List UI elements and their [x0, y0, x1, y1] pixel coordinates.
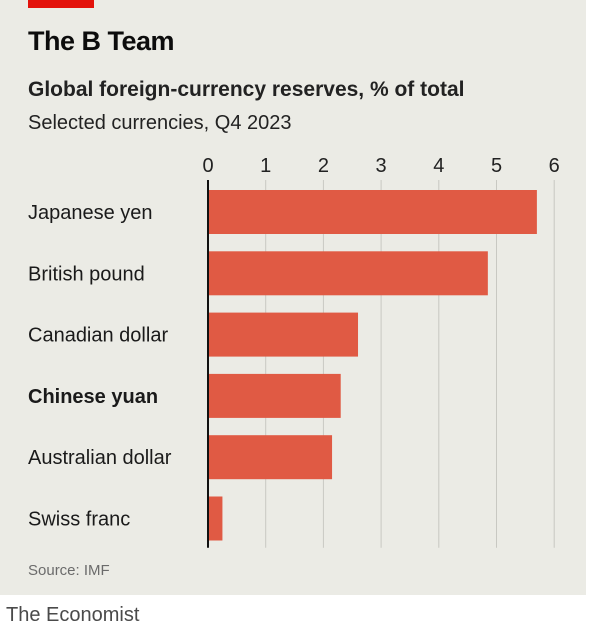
x-tick-label: 2	[318, 155, 329, 177]
x-tick-label: 6	[549, 155, 560, 177]
bar-chart-svg: 0 1 2 3 4 5 6 Japanese yen British pound Canadian…	[28, 155, 560, 548]
chart-panel: The B Team Global foreign-currency reser…	[0, 0, 586, 595]
x-tick-label: 3	[376, 155, 387, 177]
bar	[208, 190, 537, 234]
chart-title: The B Team	[28, 26, 175, 56]
chart-subtitle: Global foreign-currency reserves, % of t…	[28, 78, 465, 101]
category-label: Japanese yen	[28, 202, 153, 224]
publisher-credit: The Economist	[6, 604, 140, 626]
brand-tag	[28, 0, 94, 8]
bar	[208, 373, 341, 418]
x-tick-label: 5	[491, 155, 502, 177]
bar	[208, 251, 488, 296]
bar	[208, 496, 223, 541]
category-label: Australian dollar	[28, 447, 172, 469]
category-label: Chinese yuan	[28, 386, 158, 408]
x-tick-label: 4	[433, 155, 444, 177]
source-note: Source: IMF	[28, 562, 110, 579]
category-label: British pound	[28, 263, 145, 285]
bar-chart: 0 1 2 3 4 5 6 Japanese yen British pound Canadian…	[0, 148, 586, 553]
x-tick-label: 0	[202, 155, 213, 177]
category-label: Canadian dollar	[28, 325, 168, 347]
x-tick-label: 1	[260, 155, 271, 177]
category-label: Swiss franc	[28, 509, 130, 531]
bar	[208, 312, 359, 357]
bar	[208, 435, 333, 480]
chart-subsubtitle: Selected currencies, Q4 2023	[28, 112, 292, 134]
